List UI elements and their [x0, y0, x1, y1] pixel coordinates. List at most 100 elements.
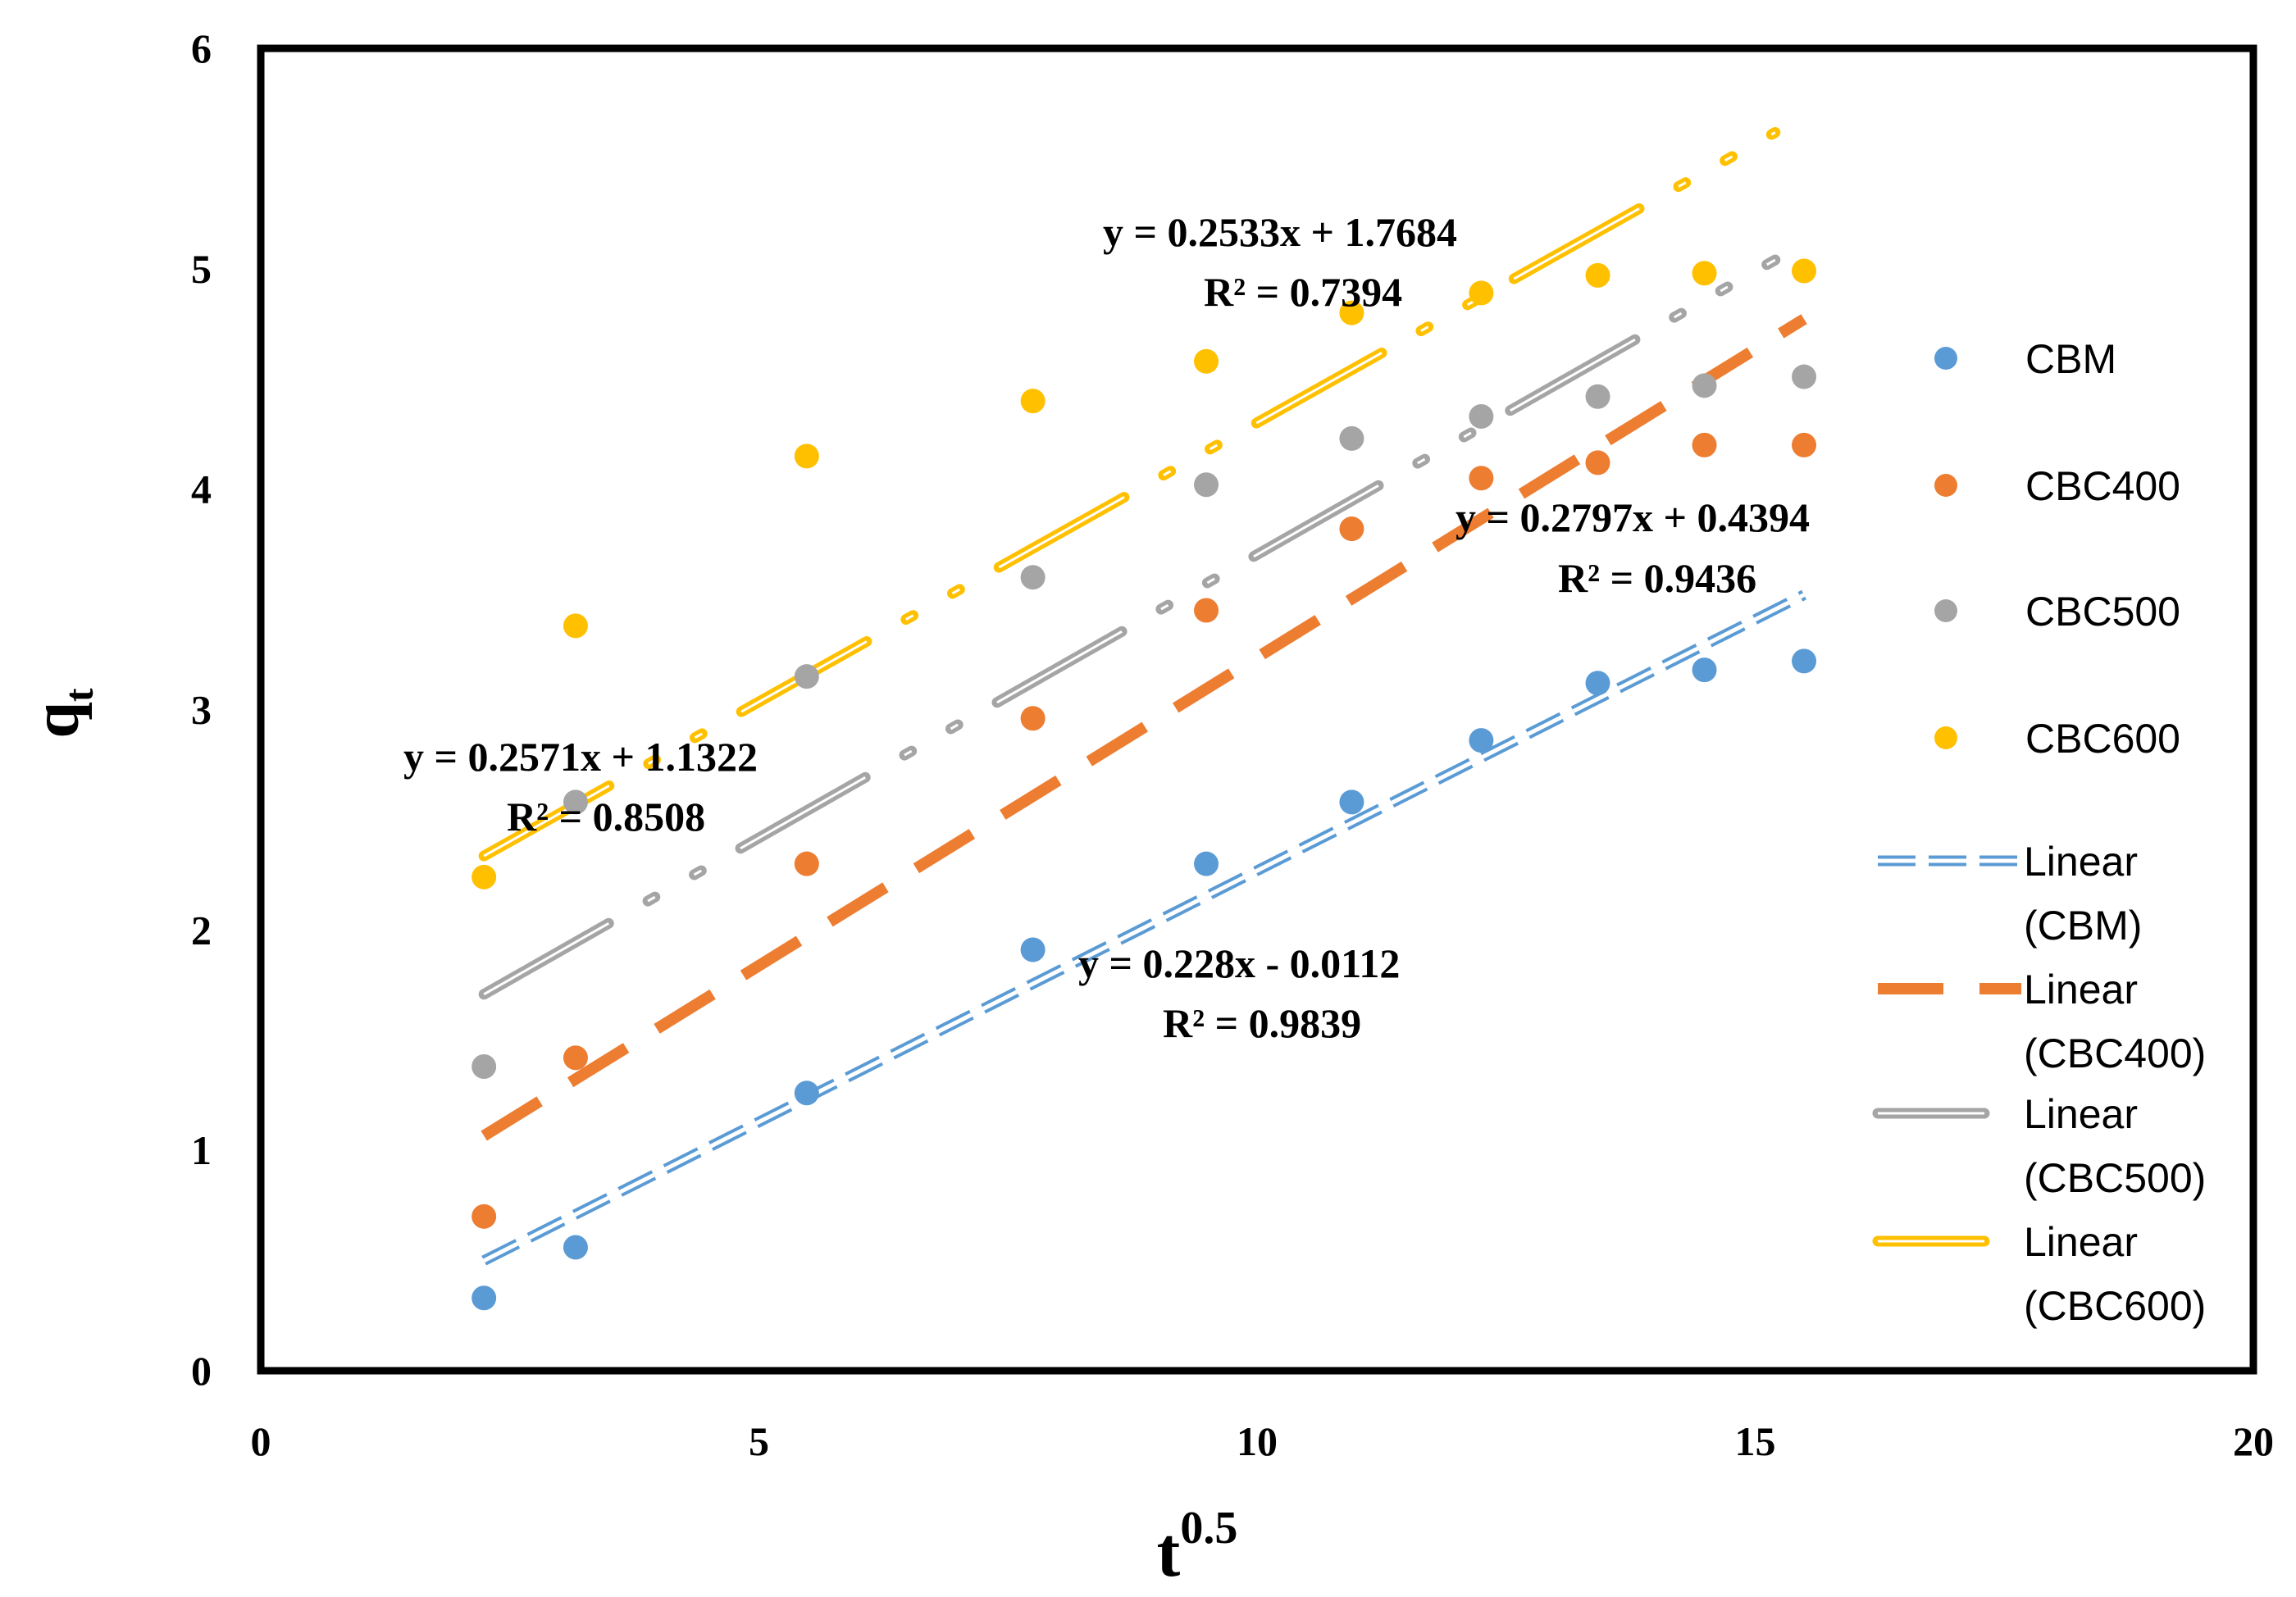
point-cbm [1469, 728, 1494, 753]
y-tick-label: 2 [191, 907, 212, 953]
equation-cbc500: y = 0.2571x + 1.1322 R² = 0.8508 [403, 734, 758, 839]
trendline-cbc400 [481, 314, 1807, 1141]
legend-label-linear-cbc400-1: Linear [2024, 967, 2138, 1012]
legend: CBM CBC400 CBC500 CBC600 Linear (CBM) Li… [1872, 336, 2206, 1329]
point-cbc500 [1792, 364, 1817, 389]
equation-cbm-r2: R² = 0.9839 [1163, 1000, 1361, 1046]
legend-item-cbc400: CBC400 [1934, 463, 2180, 509]
legend-marker-cbc500 [1934, 599, 1957, 622]
legend-item-linear-cbc500: Linear (CBC500) [1872, 1091, 2206, 1201]
point-cbm [563, 1235, 588, 1260]
point-cbc500 [1194, 472, 1219, 498]
legend-label-linear-cbc500-1: Linear [2024, 1091, 2138, 1137]
point-cbc400 [1692, 432, 1717, 457]
point-cbc400 [794, 851, 819, 876]
point-cbm [472, 1285, 497, 1311]
legend-marker-cbc400 [1934, 474, 1957, 497]
y-tick-label: 3 [191, 687, 212, 733]
point-cbc400 [1339, 516, 1364, 542]
legend-label-linear-cbc400-2: (CBC400) [2024, 1031, 2206, 1076]
equation-cbc600: y = 0.2533x + 1.7684 R² = 0.7394 [1103, 209, 1457, 315]
point-cbm [1792, 648, 1817, 674]
point-cbm [794, 1081, 819, 1106]
point-cbc600 [472, 864, 497, 889]
x-tick-label: 20 [2233, 1418, 2274, 1464]
point-cbc600 [1469, 280, 1494, 306]
point-cbc500 [563, 789, 588, 815]
equation-cbm-line: y = 0.228x - 0.0112 [1078, 940, 1400, 986]
point-cbc600 [1585, 262, 1610, 288]
point-cbc400 [1194, 598, 1219, 623]
point-cbc500 [1692, 373, 1717, 398]
x-tick-label: 15 [1735, 1418, 1776, 1464]
point-cbc400 [563, 1045, 588, 1071]
equation-cbc500-r2: R² = 0.8508 [507, 794, 705, 839]
legend-label-cbc500: CBC500 [2025, 589, 2180, 635]
point-cbm [1692, 657, 1717, 683]
legend-label-linear-cbm-2: (CBM) [2024, 903, 2142, 949]
x-axis-title-sup: 0.5 [1180, 1503, 1237, 1554]
equation-cbc400-line: y = 0.2797x + 0.4394 [1456, 494, 1810, 540]
point-cbc500 [1469, 403, 1494, 429]
equation-cbm: y = 0.228x - 0.0112 R² = 0.9839 [1078, 940, 1400, 1046]
y-tick-label: 5 [191, 246, 212, 292]
point-cbc400 [1585, 450, 1610, 475]
trendline-cbc500-inner [483, 258, 1776, 996]
equation-cbc400-r2: R² = 0.9436 [1558, 555, 1756, 601]
trendline-cbm-inner [483, 593, 1806, 1263]
point-cbm [1585, 671, 1610, 696]
x-axis-ticks: 0 5 10 15 20 [251, 1418, 2275, 1464]
point-cbm [1020, 937, 1046, 962]
x-axis-title-main: t [1157, 1513, 1181, 1591]
equation-cbc600-line: y = 0.2533x + 1.7684 [1103, 209, 1457, 255]
legend-label-cbc600: CBC600 [2025, 716, 2180, 762]
legend-item-linear-cbc400: Linear (CBC400) [1878, 967, 2206, 1076]
plot-area [257, 44, 2257, 1375]
y-tick-label: 1 [191, 1127, 212, 1173]
legend-marker-cbm [1934, 347, 1957, 370]
y-tick-label: 0 [191, 1348, 212, 1394]
point-cbc400 [1792, 432, 1817, 457]
legend-item-cbm: CBM [1934, 336, 2116, 382]
point-cbm [1194, 851, 1219, 876]
point-cbc500 [1585, 384, 1610, 409]
legend-label-linear-cbc600-1: Linear [2024, 1219, 2138, 1265]
legend-label-cbc400: CBC400 [2025, 463, 2180, 509]
y-axis-title-sub: t [56, 688, 102, 702]
legend-item-cbc500: CBC500 [1934, 589, 2180, 635]
x-tick-label: 0 [251, 1418, 271, 1464]
legend-label-linear-cbm-1: Linear [2024, 839, 2138, 885]
legend-item-cbc600: CBC600 [1934, 716, 2180, 762]
point-cbc400 [1020, 706, 1046, 731]
y-tick-label: 6 [191, 25, 212, 71]
point-cbc400 [1469, 466, 1494, 491]
point-cbc500 [472, 1054, 497, 1080]
point-cbc600 [1692, 261, 1717, 286]
point-cbc600 [1792, 258, 1817, 284]
point-cbm [1339, 789, 1364, 815]
y-tick-label: 4 [191, 466, 212, 512]
point-cbc600 [563, 613, 588, 639]
equation-cbc600-r2: R² = 0.7394 [1204, 269, 1402, 315]
point-cbc500 [1339, 425, 1364, 451]
point-cbc600 [1194, 348, 1219, 374]
y-axis-title: qt [20, 688, 102, 739]
legend-label-linear-cbc600-2: (CBC600) [2024, 1283, 2206, 1329]
point-cbc600 [794, 444, 819, 469]
point-cbc500 [1020, 565, 1046, 590]
x-tick-label: 10 [1237, 1418, 1278, 1464]
data-points [472, 258, 1817, 1311]
x-axis-title: t0.5 [1157, 1503, 1238, 1591]
point-cbc600 [1339, 300, 1364, 325]
point-cbc600 [1020, 389, 1046, 414]
y-axis-ticks: 0 1 2 3 4 5 6 [191, 25, 212, 1394]
equation-cbc400: y = 0.2797x + 0.4394 R² = 0.9436 [1456, 494, 1810, 601]
point-cbc500 [794, 664, 819, 689]
trendline-cbc600-inner [483, 131, 1776, 858]
point-cbc400 [472, 1203, 497, 1229]
equation-cbc500-line: y = 0.2571x + 1.1322 [403, 734, 758, 780]
legend-item-linear-cbc600: Linear (CBC600) [1872, 1219, 2206, 1329]
legend-label-linear-cbc500-2: (CBC500) [2024, 1155, 2206, 1201]
legend-label-cbm: CBM [2025, 336, 2116, 382]
